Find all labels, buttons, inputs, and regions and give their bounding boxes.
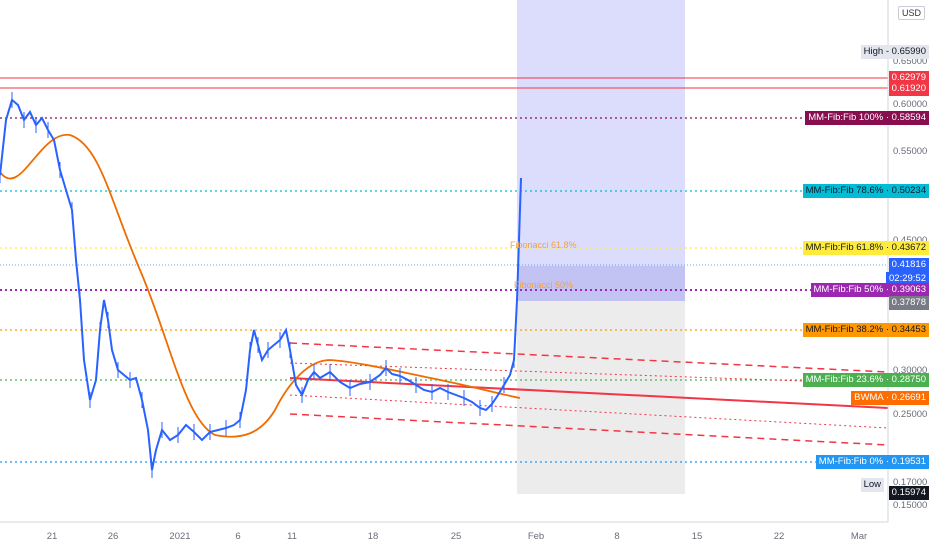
projection-box-mid xyxy=(517,266,685,301)
y-tick: 0.65000 xyxy=(893,56,928,67)
candle-line xyxy=(0,98,522,471)
fib-618-label: MM-Fib:Fib 61.8% · 0.43672 xyxy=(802,241,929,255)
y-tick: 0.25000 xyxy=(893,409,928,420)
y-tick: 0.30000 xyxy=(893,365,928,376)
fib-100-label: MM-Fib:Fib 100% · 0.58594 xyxy=(805,111,929,125)
x-tick: Feb xyxy=(527,531,545,542)
fib-382-label: MM-Fib:Fib 38.2% · 0.34453 xyxy=(802,323,929,337)
fib-0-label: MM-Fib:Fib 0% · 0.19531 xyxy=(815,455,929,469)
currency-badge[interactable]: USD xyxy=(898,6,926,20)
x-tick: 6 xyxy=(235,531,241,542)
fib-786-label: MM-Fib:Fib 78.6% · 0.50234 xyxy=(802,184,929,198)
countdown-label: 02:29:52 xyxy=(886,272,929,286)
x-tick: 8 xyxy=(614,531,620,542)
x-tick: 26 xyxy=(107,531,119,542)
fib-50-chart-text: Fibonacci 50% xyxy=(514,280,574,290)
price-label: 0.41816 xyxy=(888,258,929,272)
fib-618-chart-text: Fibonacci 61.8% xyxy=(510,240,577,250)
bwma-line xyxy=(0,134,521,438)
red-level-label-2: 0.61920 xyxy=(888,82,929,96)
y-tick: 0.55000 xyxy=(893,146,928,157)
y-tick: 0.60000 xyxy=(893,99,928,110)
x-tick: 15 xyxy=(691,531,703,542)
y-tick: 0.17000 xyxy=(893,477,928,488)
x-tick: 18 xyxy=(367,531,379,542)
x-tick: 21 xyxy=(46,531,58,542)
projection-box-upper xyxy=(517,0,685,266)
low-value-label: 0.15974 xyxy=(888,486,929,500)
x-tick: 25 xyxy=(450,531,462,542)
fib-50-label: MM-Fib:Fib 50% · 0.39063 xyxy=(810,283,929,297)
red-level-label-1: 0.62979 xyxy=(888,71,929,85)
x-tick: 22 xyxy=(773,531,785,542)
y-tick: 0.15000 xyxy=(893,500,928,511)
fib-236-label: MM-Fib:Fib 23.6% · 0.28750 xyxy=(802,373,929,387)
price-label-2: 0.37878 xyxy=(888,296,929,310)
x-tick: 2021 xyxy=(169,531,191,542)
y-tick: 0.45000 xyxy=(893,235,927,246)
high-label: High - 0.65990 xyxy=(860,45,929,59)
low-label: Low xyxy=(860,478,884,492)
x-tick: Mar xyxy=(850,531,868,542)
x-tick: 11 xyxy=(287,531,297,542)
price-candles xyxy=(0,92,522,478)
bwma-label: BWMA · 0.26691 xyxy=(851,391,929,405)
